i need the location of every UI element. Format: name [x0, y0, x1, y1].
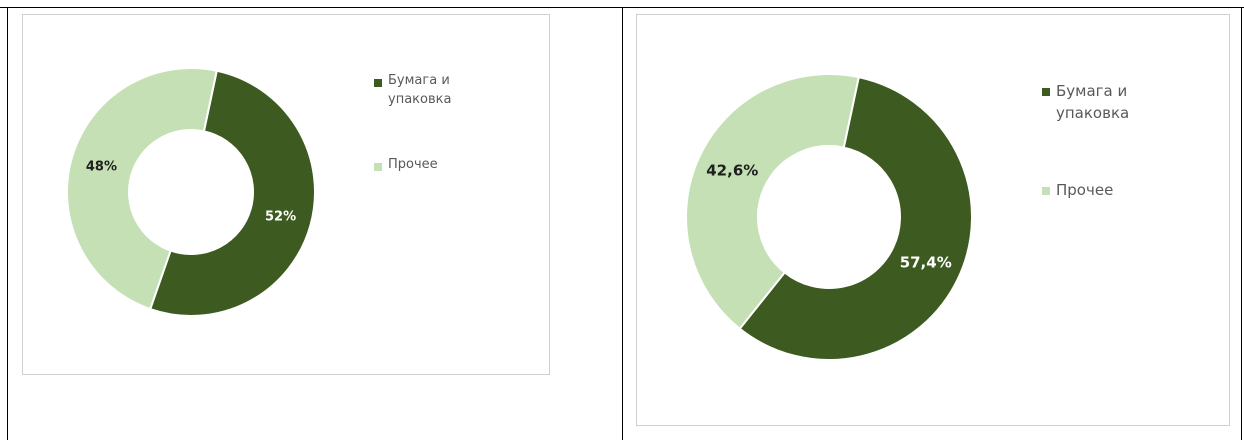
donut-chart-1: 52% 48% Бумага и упаковка Прочее	[22, 14, 550, 375]
donut-1-slice-1	[148, 69, 316, 317]
donut-2-slice-2	[685, 73, 860, 331]
donut-1-legend-label-2: Прочее	[388, 157, 438, 172]
donut-2-legend-swatch-2	[1042, 187, 1050, 195]
donut-1-legend-item-2: Прочее	[374, 156, 438, 175]
donut-2-legend-label-2: Прочее	[1056, 181, 1114, 199]
donut-1-data-label-1: 52%	[265, 210, 296, 225]
donut-chart-2-svg: 57,4% 42,6%	[685, 73, 973, 361]
donut-1-legend-swatch-1	[374, 79, 382, 87]
table-left-border	[7, 7, 8, 440]
donut-chart-1-svg: 52% 48%	[66, 67, 316, 317]
donut-2-data-label-1: 57,4%	[900, 253, 952, 271]
donut-2-legend-item-2: Прочее	[1042, 180, 1113, 202]
donut-2-data-label-2: 42,6%	[706, 162, 758, 180]
donut-2-legend-item-1: Бумага и упаковка	[1042, 81, 1129, 125]
table-middle-border	[622, 7, 623, 440]
donut-1-slice-2	[66, 67, 218, 311]
donut-chart-2: 57,4% 42,6% Бумага и упаковка Прочее	[636, 14, 1230, 426]
donut-1-legend-item-1: Бумага и упаковка	[374, 72, 451, 110]
donut-2-legend-swatch-1	[1042, 88, 1050, 96]
donut-1-data-label-2: 48%	[86, 159, 117, 174]
table-right-border	[1241, 7, 1242, 440]
donut-2-legend-label-1: Бумага и упаковка	[1056, 82, 1130, 122]
donut-1-legend-swatch-2	[374, 163, 382, 171]
donut-2-slice-1	[738, 75, 973, 361]
donut-1-legend-label-1: Бумага и упаковка	[388, 73, 452, 107]
